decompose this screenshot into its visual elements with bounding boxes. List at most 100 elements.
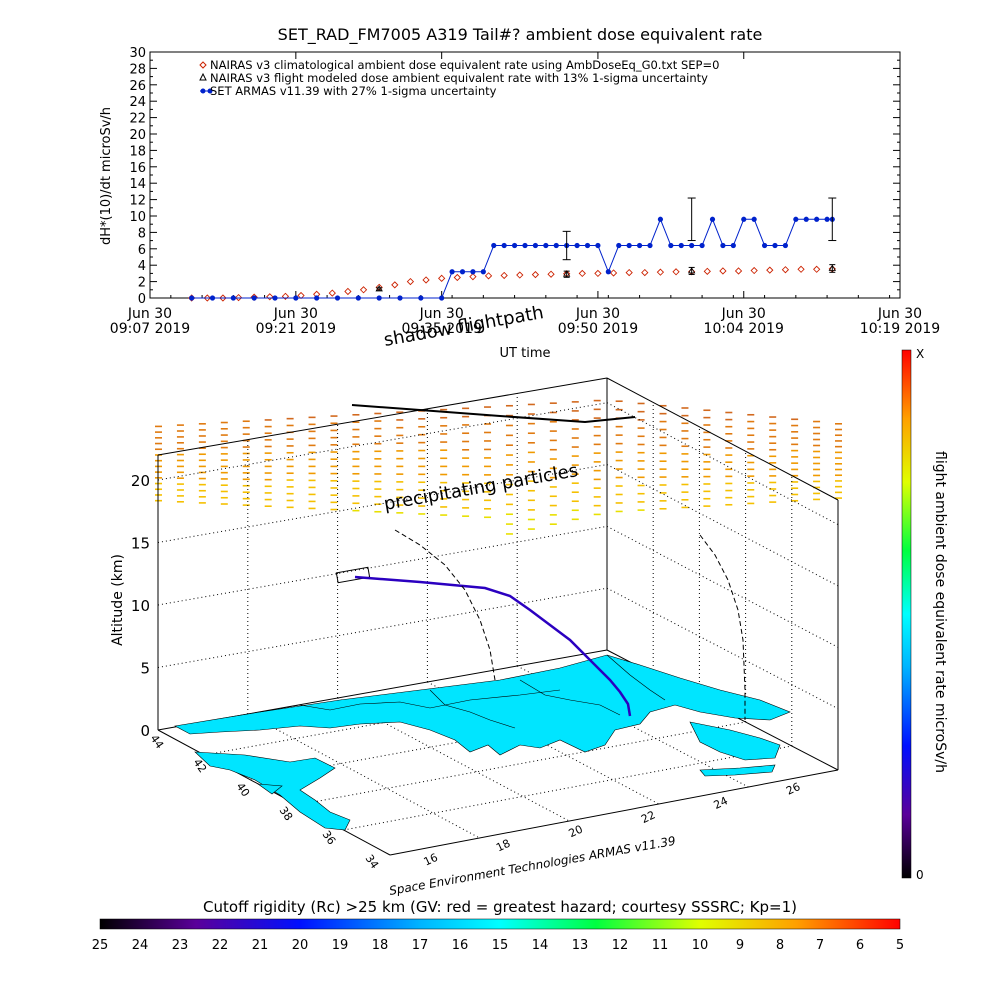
precipitating-particles-field [155,399,842,535]
x-axis-label: UT time [500,346,551,361]
rigidity-tick-label: 7 [816,938,824,953]
rigidity-colorbar-title: Cutoff rigidity (Rc) >25 km (GV: red = g… [203,898,797,916]
armas-point [532,242,539,249]
nairas-clim-point [813,265,821,273]
rigidity-tick-label: 16 [452,938,469,953]
armas-point [355,295,361,301]
longitude-tick-label: 20 [567,823,585,841]
rigidity-colorbar: Cutoff rigidity (Rc) >25 km (GV: red = g… [92,898,904,953]
altitude-tick-label: 5 [140,660,150,678]
longitude-tick-label: 18 [494,837,512,855]
armas-point [251,295,257,301]
y-tick-label: 16 [129,161,146,176]
nairas-clim-point [594,269,602,278]
nairas-clim-point [719,267,727,275]
nairas-clim-point [297,291,305,300]
nairas-clim-point [656,268,665,276]
longitude-ticks: 16 18 20 22 24 26 [422,780,803,869]
longitude-tick-label: 16 [422,851,440,869]
floor-grid-line [343,745,792,831]
legend-diamond-marker [199,61,207,69]
nairas-clim-point [547,270,555,278]
nairas-clim-point [609,269,618,277]
rigidity-tick-label: 9 [736,938,744,953]
armas-point [293,295,299,301]
latitude-tick-label: 34 [363,852,382,871]
armas-line [191,217,833,299]
shadow-flightpath-top [351,404,636,424]
armas-point [636,242,643,249]
border-line [606,654,666,701]
altitude-tick-label: 10 [131,597,150,615]
rigidity-tick-label: 17 [412,938,429,953]
rigidity-tick-label: 19 [332,938,349,953]
nairas-clim-point [500,271,508,280]
armas-point [543,242,549,249]
armas-point [209,295,216,301]
armas-point [501,242,507,249]
latitude-tick-label: 38 [277,804,296,823]
x-tick-label-time: 10:04 2019 [704,321,784,337]
rigidity-tick-label: 20 [292,938,309,953]
rigidity-tick-label: 23 [172,938,189,953]
rigidity-tick-label: 5 [896,938,904,953]
nairas-clim-point [391,281,399,289]
dose-colorbar-top-label: X [916,347,924,361]
legend: NAIRAS v3 climatological ambient dose eq… [199,58,719,98]
rigidity-tick-label: 14 [532,938,549,953]
dose-colorbar-title: flight ambient dose equivalent rate micr… [932,451,948,773]
rigidity-tick-label: 15 [492,938,509,953]
y-tick-label: 22 [129,112,146,127]
legend-entry-nairas-flight: NAIRAS v3 flight modeled dose ambient eq… [210,71,708,85]
nairas-clim-point [422,276,430,284]
flight-track [335,404,746,720]
land-balkans [174,654,791,756]
y-tick-label: 18 [129,144,146,159]
nairas-clim-point [359,286,368,294]
dose-colorbar-gradient [901,349,912,879]
armas-point [522,242,528,249]
3d-box-frame [157,377,839,856]
nairas-clim-point [625,268,633,277]
grid-line [157,525,608,606]
nairas-clim-point [750,266,758,275]
nairas-clim-point [672,268,680,276]
armas-point [272,295,278,301]
flight-path-line [354,575,632,717]
armas-point [397,295,403,301]
armas-point [751,216,757,222]
armas-point [459,269,466,275]
nairas-clim-point [781,266,790,274]
grid-line [606,525,839,648]
nairas-clim-point [453,273,461,282]
armas-point [720,242,726,249]
y-tick-label: 14 [129,177,146,192]
nairas-flight-point [687,267,696,274]
armas-point [689,242,695,249]
armas-point [668,242,674,249]
legend-triangle-marker [199,72,207,81]
rigidity-tick-label: 25 [92,938,109,953]
altitude-tick-label: 20 [131,472,150,490]
y-axis-label: dH*(10)/dt microSv/h [99,107,114,245]
y-tick-label: 24 [129,95,146,110]
altitude-ticks: 0 5 10 15 20 [131,472,150,740]
nairas-clim-point [516,271,524,279]
grid-line [606,464,839,587]
armas-point [470,269,476,275]
box-edge [157,377,608,456]
rigidity-tick-label: 22 [212,938,229,953]
rigidity-tick-label: 21 [252,938,269,953]
armas-point [574,242,580,249]
armas-point [814,216,820,222]
rigidity-tick-label: 11 [652,938,669,953]
nairas-flight-point [375,285,383,292]
departure-marker [335,566,371,584]
rigidity-tick-label: 10 [692,938,709,953]
x-tick-label-day: Jun 30 [575,306,620,322]
shadow-flightpath-wall-2 [699,534,746,720]
legend-entry-armas: SET ARMAS v11.39 with 27% 1-sigma uncert… [210,84,497,98]
armas-point [678,242,684,249]
legend-entry-nairas-clim: NAIRAS v3 climatological ambient dose eq… [210,58,719,72]
